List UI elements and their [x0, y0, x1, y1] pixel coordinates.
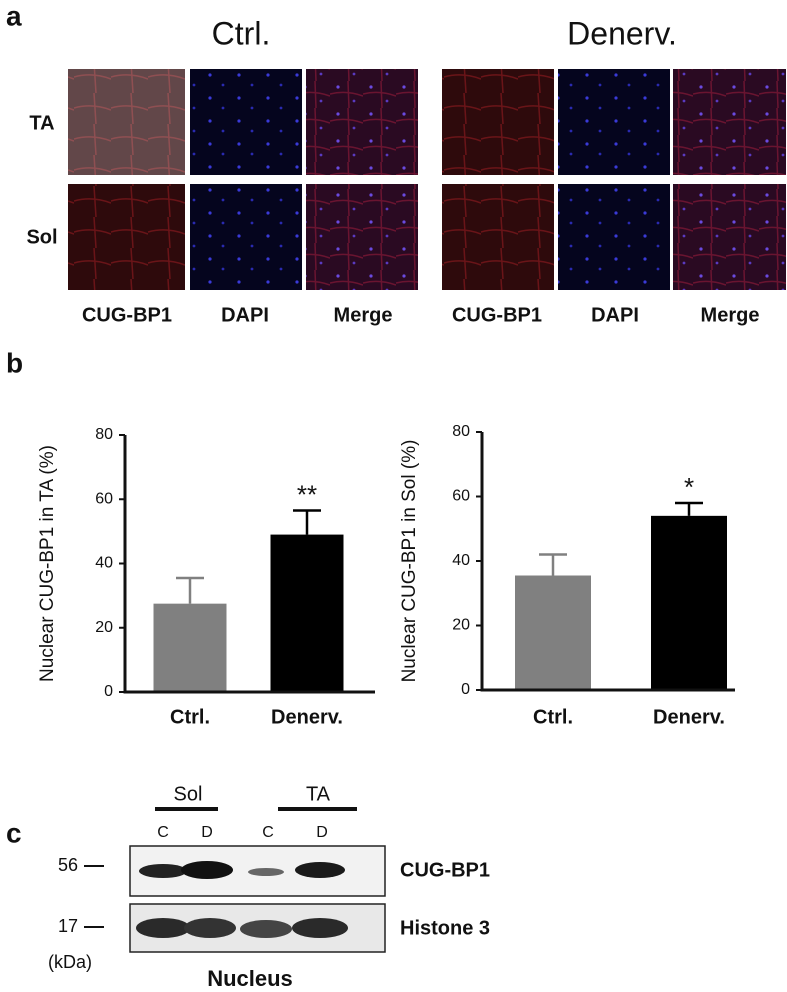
- lane-group: TA: [306, 783, 331, 805]
- band: [136, 918, 190, 938]
- bar: [270, 534, 344, 692]
- channel-label: DAPI: [221, 304, 269, 326]
- x-tick-label: Denerv.: [653, 706, 725, 728]
- blot: [129, 845, 386, 953]
- micrograph: [68, 69, 185, 175]
- micrograph: [442, 184, 554, 290]
- band: [248, 868, 284, 876]
- panel-label: a: [6, 0, 22, 31]
- lane-label: C: [262, 824, 274, 841]
- x-tick-label: Ctrl.: [533, 706, 573, 728]
- y-tick-label: 20: [452, 617, 470, 634]
- micrograph: [190, 69, 302, 175]
- bar: [651, 515, 727, 690]
- caption: Nucleus: [207, 966, 293, 991]
- micrograph: [68, 184, 185, 290]
- micrograph: [558, 69, 670, 175]
- y-tick-label: 40: [452, 552, 470, 569]
- channel-label: CUG-BP1: [82, 304, 172, 326]
- bar: [153, 603, 227, 692]
- band: [139, 864, 187, 878]
- lane-label: D: [201, 824, 213, 841]
- y-tick-label: 0: [104, 683, 113, 700]
- group-title: Denerv.: [567, 15, 677, 51]
- channel-label: CUG-BP1: [452, 304, 542, 326]
- y-tick-label: 80: [95, 426, 113, 443]
- panel-label: b: [6, 347, 23, 378]
- micrograph: [673, 184, 786, 290]
- micrograph: [442, 69, 554, 175]
- lane-label: C: [157, 824, 169, 841]
- x-tick-label: Ctrl.: [170, 706, 210, 728]
- micrographs: [68, 69, 786, 290]
- lane-group: Sol: [174, 783, 203, 805]
- band: [292, 918, 348, 938]
- significance: *: [684, 472, 694, 502]
- micrograph: [306, 184, 418, 290]
- band: [184, 918, 236, 938]
- y-tick-label: 0: [461, 681, 470, 698]
- y-axis-label: Nuclear CUG-BP1 in Sol (%): [399, 440, 420, 683]
- band: [240, 920, 292, 938]
- micrograph: [190, 184, 302, 290]
- y-tick-label: 20: [95, 619, 113, 636]
- panel-label: c: [6, 817, 22, 848]
- micrograph: [558, 184, 670, 290]
- band-label: Histone 3: [400, 917, 490, 939]
- lane-label: D: [316, 824, 328, 841]
- row-label: TA: [29, 112, 54, 134]
- group-title: Ctrl.: [212, 15, 271, 51]
- x-tick-label: Denerv.: [271, 706, 343, 728]
- band: [181, 861, 233, 879]
- band: [295, 862, 345, 878]
- marker-label: 17: [58, 916, 78, 936]
- unit-label: (kDa): [48, 952, 92, 972]
- y-axis-label: Nuclear CUG-BP1 in TA (%): [37, 445, 58, 682]
- y-tick-label: 80: [452, 423, 470, 440]
- band-label: CUG-BP1: [400, 859, 490, 881]
- y-tick-label: 60: [95, 490, 113, 507]
- y-tick-label: 60: [452, 488, 470, 505]
- bar: [515, 575, 591, 690]
- channel-label: Merge: [334, 304, 393, 326]
- row-label: Sol: [26, 226, 57, 248]
- y-tick-label: 40: [95, 555, 113, 572]
- micrograph: [306, 69, 418, 175]
- marker-label: 56: [58, 855, 78, 875]
- channel-label: Merge: [701, 304, 760, 326]
- micrograph: [673, 69, 786, 175]
- channel-label: DAPI: [591, 304, 639, 326]
- significance: **: [297, 479, 317, 509]
